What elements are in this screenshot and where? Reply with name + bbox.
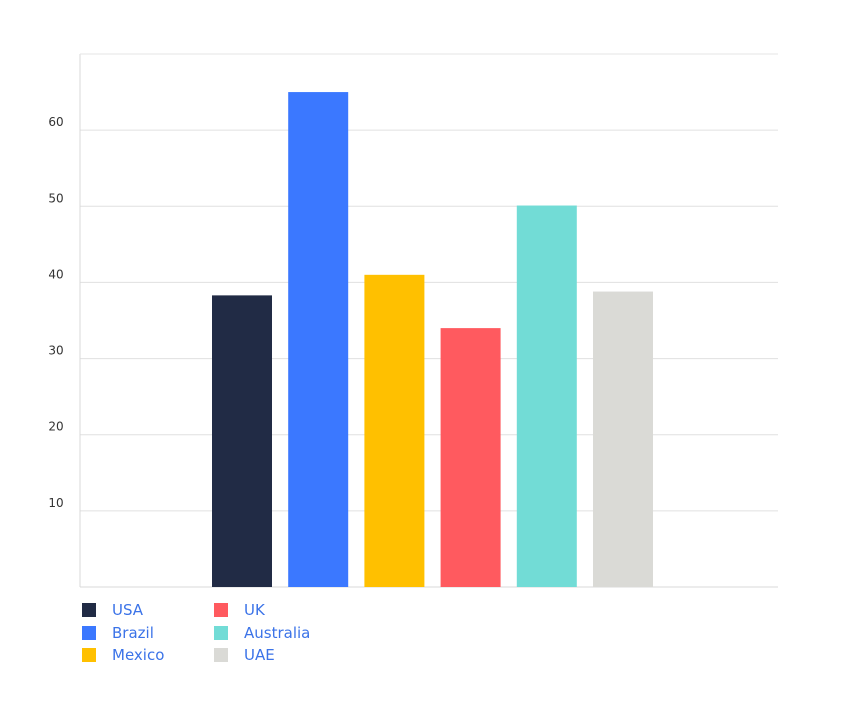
- legend-label-usa: USA: [112, 601, 144, 619]
- legend-swatch-brazil: [82, 626, 96, 640]
- y-tick-label: 20: [48, 420, 63, 434]
- legend-label-uae: UAE: [244, 646, 275, 664]
- bars: [212, 92, 653, 588]
- legend-swatch-usa: [82, 603, 96, 617]
- legend-swatch-uk: [214, 603, 228, 617]
- legend: USA Brazil Mexico UK Australia UAE: [82, 601, 310, 664]
- bar-mexico: [364, 274, 425, 587]
- legend-swatch-mexico: [82, 648, 96, 662]
- y-tick-label: 50: [48, 191, 63, 205]
- legend-label-uk: UK: [244, 601, 266, 619]
- legend-label-brazil: Brazil: [112, 624, 154, 642]
- legend-label-mexico: Mexico: [112, 646, 164, 664]
- y-tick-label: 40: [48, 267, 63, 281]
- y-tick-label: 30: [48, 344, 63, 358]
- bar-australia: [516, 205, 577, 587]
- axes: [79, 53, 778, 588]
- bar-uae: [593, 291, 653, 587]
- bar-brazil: [288, 92, 349, 588]
- bar-uk: [440, 328, 501, 587]
- bar-usa: [212, 295, 272, 587]
- y-tick-label: 10: [48, 496, 63, 510]
- y-tick-label: 60: [48, 115, 63, 129]
- legend-swatch-uae: [214, 648, 228, 662]
- legend-label-australia: Australia: [244, 624, 310, 642]
- y-tick-labels: 10 20 30 40 50 60: [48, 115, 63, 510]
- legend-swatch-australia: [214, 626, 228, 640]
- grid: [80, 129, 778, 512]
